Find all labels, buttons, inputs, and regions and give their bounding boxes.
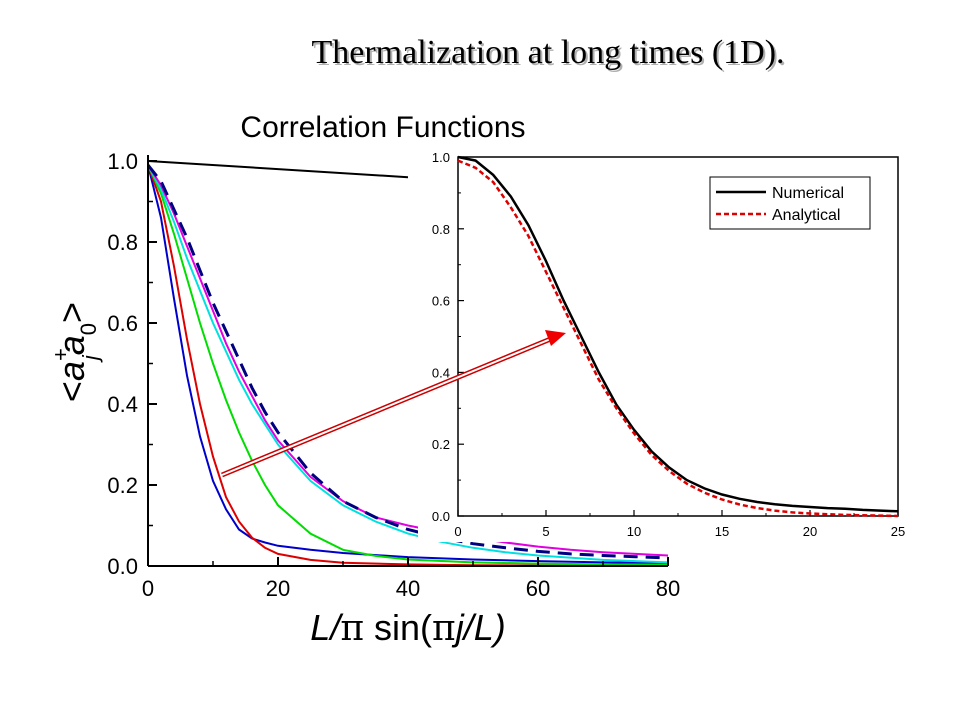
inset-y-tick-label: 0.4 — [432, 365, 450, 380]
inset-series-line-0 — [457, 155, 899, 513]
inset-x-tick-label: 0 — [454, 524, 461, 539]
inset-legend — [709, 176, 871, 230]
main-y-tick-label: 0.8 — [107, 230, 138, 255]
main-x-tick-label: 80 — [656, 576, 680, 601]
arrow-head — [545, 330, 566, 346]
main-x-tick-label: 20 — [266, 576, 290, 601]
main-series-group — [148, 160, 669, 567]
main-series-line-6 — [148, 164, 669, 560]
inset-legend-label: Analytical — [772, 207, 840, 224]
main-x-tick-label: 60 — [526, 576, 550, 601]
inset-y-tick-label: 0.6 — [432, 294, 450, 309]
main-series-line-1 — [148, 164, 669, 565]
inset-x-tick-label: 10 — [627, 524, 641, 539]
arrow-shaft-inner — [221, 337, 554, 476]
inset-y-tick-label: 0.0 — [432, 509, 450, 524]
inset-series-line-1 — [457, 159, 899, 518]
inset-x-tick-label: 5 — [542, 524, 549, 539]
inset-x-tick-label: 20 — [803, 524, 817, 539]
main-series-line-0 — [148, 160, 409, 179]
slide-title: Thermalization at long times (1D). — [311, 34, 785, 71]
main-x-axis-label: L/π sin(πj/L) — [310, 607, 505, 649]
main-x-tick-label: 0 — [142, 576, 154, 601]
main-series-line-5 — [148, 164, 669, 557]
pointer-arrow — [221, 330, 566, 478]
inset-x-tick-label: 25 — [891, 524, 905, 539]
inset-y-tick-label: 0.2 — [432, 437, 450, 452]
main-y-axis-label: <a+ ja0> — [48, 302, 103, 402]
main-y-tick-label: 0.2 — [107, 473, 138, 498]
inset-y-tick-label: 0.8 — [432, 222, 450, 237]
inset-y-tick-label: 1.0 — [432, 150, 450, 165]
svg-text:<a+ja0>: <a+ ja0> — [48, 302, 103, 402]
main-plot: 0 20 40 60 80 0.0 0.2 0.4 0.6 0.8 1.0 Correlation F… — [48, 111, 680, 649]
main-x-tick-label: 40 — [396, 576, 420, 601]
inset-legend-label: Numerical — [772, 185, 844, 202]
inset-plot: 0 5 10 15 20 25 0.0 0.2 0.4 0.6 0.8 1.0 Numerical Ana… — [418, 146, 930, 542]
main-y-tick-label: 0.6 — [107, 311, 138, 336]
main-series-line-4 — [148, 164, 669, 564]
main-chart-title: Correlation Functions — [240, 111, 525, 144]
main-y-tick-label: 0.0 — [107, 554, 138, 579]
main-y-tick-label: 1.0 — [107, 149, 138, 174]
inset-x-tick-label: 15 — [715, 524, 729, 539]
main-y-tick-label: 0.4 — [107, 392, 138, 417]
